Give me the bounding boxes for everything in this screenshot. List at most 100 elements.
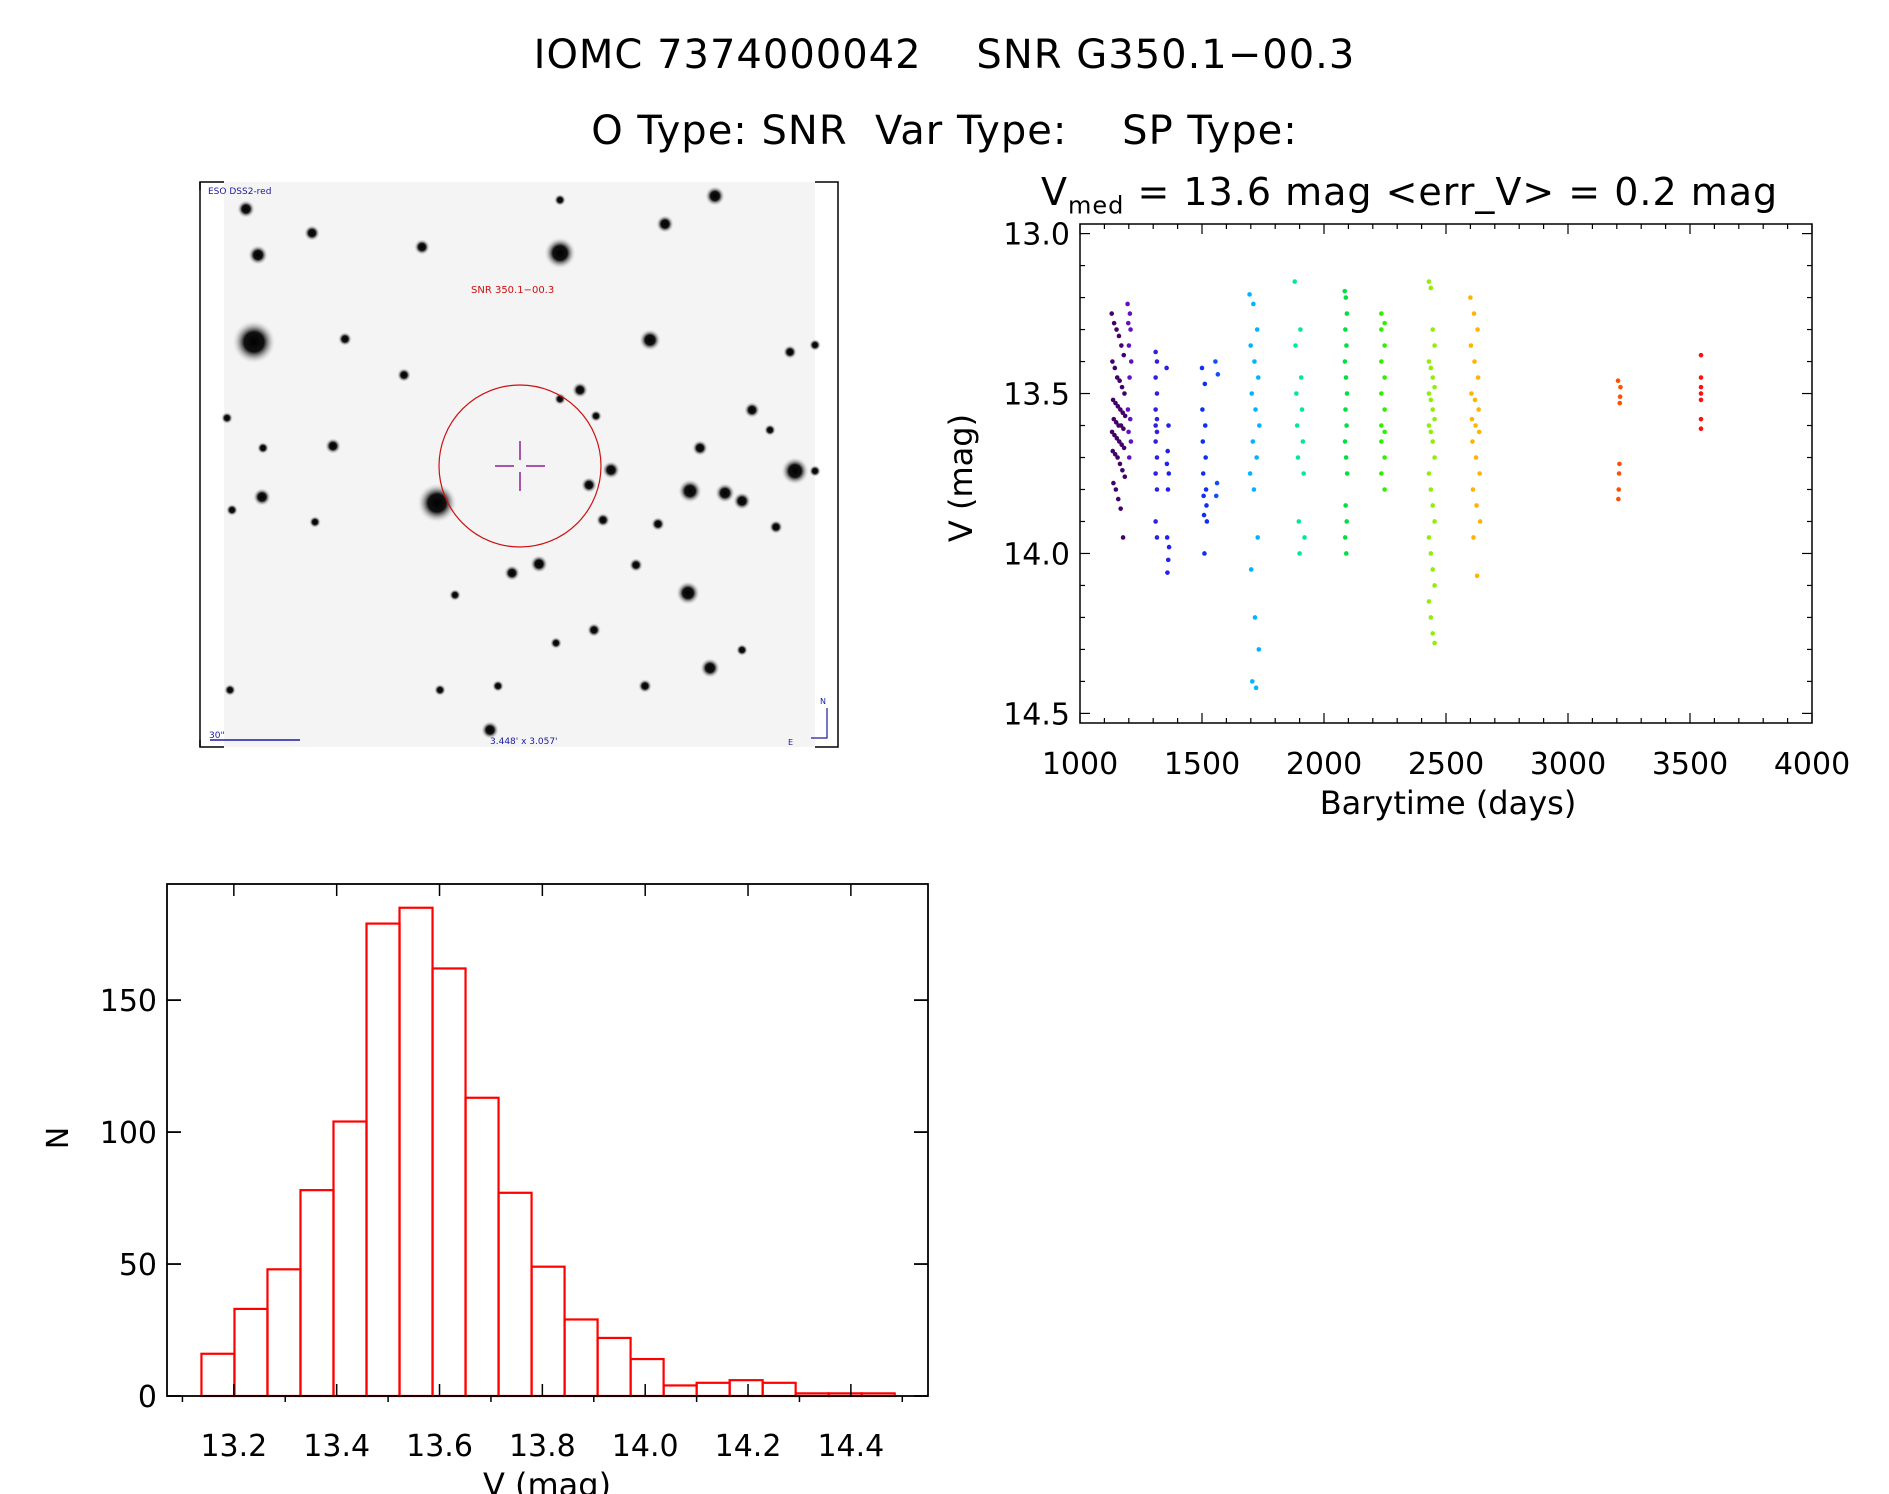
data-point xyxy=(1382,320,1387,326)
lc-y-tick-label: 13.0 xyxy=(1003,218,1070,253)
data-point xyxy=(1204,519,1210,524)
data-point xyxy=(1343,503,1348,508)
data-point xyxy=(1153,519,1158,524)
data-point xyxy=(1382,375,1387,380)
data-point xyxy=(1251,301,1256,307)
data-point xyxy=(1474,503,1479,508)
data-point xyxy=(1118,407,1123,412)
star xyxy=(715,483,735,503)
data-point xyxy=(1475,327,1480,332)
data-point xyxy=(1426,599,1432,604)
data-point xyxy=(1297,551,1302,556)
data-point xyxy=(1118,506,1123,511)
data-point xyxy=(1114,375,1120,380)
data-point xyxy=(1426,391,1432,396)
data-point xyxy=(1122,413,1128,419)
target-label: SNR 350.1−00.3 xyxy=(471,285,554,296)
histogram-bar xyxy=(398,906,434,1398)
data-point xyxy=(1252,359,1257,364)
data-point xyxy=(1382,429,1387,435)
star xyxy=(232,320,276,364)
data-point xyxy=(1116,439,1122,444)
data-point xyxy=(1342,359,1348,364)
star xyxy=(809,465,821,477)
data-point xyxy=(1200,471,1206,476)
data-point xyxy=(1426,359,1432,364)
data-point xyxy=(1164,365,1169,371)
data-point xyxy=(1472,397,1478,403)
data-point xyxy=(1113,487,1119,492)
data-point xyxy=(1343,407,1348,412)
data-point xyxy=(1342,535,1348,540)
star xyxy=(492,680,504,692)
hist-x-tick-label: 13.8 xyxy=(509,1429,576,1464)
data-point xyxy=(1475,375,1481,380)
data-point xyxy=(1112,432,1117,438)
data-point xyxy=(1426,535,1432,540)
histogram-bar xyxy=(365,922,401,1398)
star xyxy=(638,679,652,693)
data-point xyxy=(1200,439,1206,444)
data-point xyxy=(1202,551,1207,556)
star xyxy=(449,589,461,601)
hist-y-tick-label: 0 xyxy=(138,1380,157,1415)
data-point xyxy=(1128,327,1133,332)
data-point xyxy=(1428,429,1434,435)
data-point xyxy=(1165,448,1171,454)
hist-y-tick-label: 100 xyxy=(100,1116,157,1151)
data-point xyxy=(1296,519,1302,524)
stats-rest: = 13.6 mag <err_V> = 0.2 mag xyxy=(1124,170,1779,214)
star xyxy=(781,457,809,485)
star xyxy=(221,412,233,424)
stats-line: Vmed = 13.6 mag <err_V> = 0.2 mag xyxy=(1041,170,1778,220)
data-point xyxy=(1344,423,1349,428)
target-circle xyxy=(438,384,602,548)
star xyxy=(248,245,268,265)
data-point xyxy=(1202,423,1208,428)
data-point xyxy=(1428,615,1434,620)
data-point xyxy=(1343,295,1349,300)
data-point xyxy=(1253,685,1259,691)
data-point xyxy=(1469,416,1475,422)
star-field xyxy=(221,186,821,739)
data-point xyxy=(1474,573,1480,579)
data-point xyxy=(1257,423,1262,428)
star xyxy=(700,658,720,678)
data-point xyxy=(1615,378,1621,384)
star xyxy=(744,402,760,418)
data-point xyxy=(1200,407,1205,412)
hist-ylabel: N xyxy=(41,1127,76,1149)
data-point xyxy=(1121,352,1127,358)
data-point xyxy=(1113,420,1119,425)
data-point xyxy=(1343,327,1348,332)
data-point xyxy=(1430,567,1436,572)
crosshair-icon xyxy=(495,441,545,491)
hist-x-tick-label: 13.6 xyxy=(406,1429,473,1464)
data-point xyxy=(1115,404,1121,409)
data-point xyxy=(1468,343,1474,348)
data-point xyxy=(1201,493,1206,499)
hist-y-tick-label: 150 xyxy=(100,984,157,1019)
data-point xyxy=(1154,487,1160,492)
star xyxy=(581,477,597,493)
star xyxy=(783,345,797,359)
data-point xyxy=(1469,391,1474,396)
data-point xyxy=(1470,439,1475,444)
star xyxy=(629,558,643,572)
star xyxy=(481,721,499,739)
star xyxy=(602,461,620,479)
star xyxy=(414,239,430,255)
star xyxy=(325,438,341,454)
star xyxy=(304,225,320,241)
data-point xyxy=(1119,343,1124,348)
data-point xyxy=(1166,471,1172,476)
north-label: N xyxy=(820,697,826,706)
data-point xyxy=(1344,343,1349,348)
data-point xyxy=(1128,439,1134,444)
data-point xyxy=(1199,365,1205,371)
data-point xyxy=(1432,583,1437,588)
data-point xyxy=(1698,397,1704,403)
data-point xyxy=(1382,407,1387,412)
star xyxy=(678,479,702,503)
